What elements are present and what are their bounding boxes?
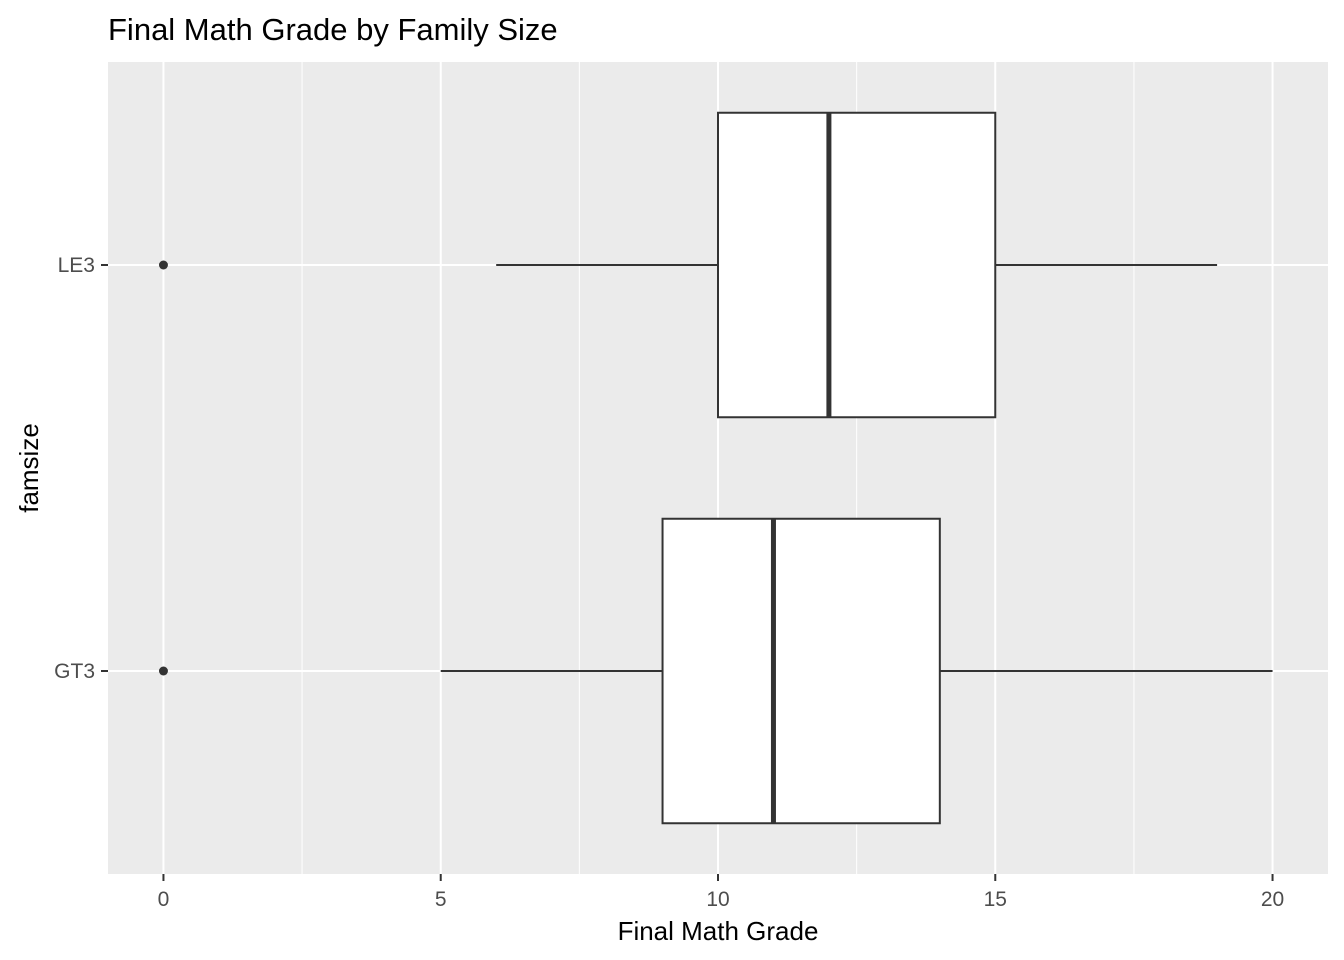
iqr-box [661,517,941,825]
box-group-gt3 [158,517,1273,825]
y-tick-label-le3: LE3 [58,254,95,277]
outlier-point [158,666,168,676]
box-group-le3 [158,111,1218,419]
x-tick-label: 10 [706,888,729,911]
x-tick-label: 5 [435,888,447,911]
y-axis: LE3 GT3 [54,254,108,683]
x-axis-title: Final Math Grade [618,916,819,946]
iqr-box [717,111,997,419]
x-axis: 0 5 10 15 20 [158,874,1284,911]
outlier-point [158,260,168,270]
y-tick-label-gt3: GT3 [54,660,95,683]
chart-title: Final Math Grade by Family Size [108,12,558,47]
x-tick-label: 15 [984,888,1007,911]
y-axis-title: famsize [14,423,44,513]
x-tick-label: 0 [158,888,170,911]
boxes [158,111,1273,825]
x-tick-label: 20 [1261,888,1284,911]
